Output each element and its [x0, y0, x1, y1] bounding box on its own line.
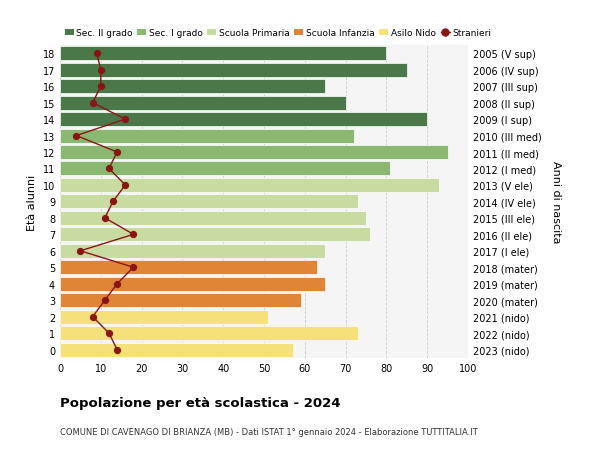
- Point: [112, 346, 122, 353]
- Point: [128, 231, 138, 239]
- Text: Popolazione per età scolastica - 2024: Popolazione per età scolastica - 2024: [60, 396, 341, 409]
- Point: [100, 215, 110, 222]
- Point: [112, 149, 122, 157]
- Bar: [60, 326, 358, 341]
- Bar: [60, 212, 366, 225]
- Point: [112, 280, 122, 288]
- Bar: [60, 113, 427, 127]
- Bar: [60, 96, 346, 110]
- Bar: [60, 63, 407, 78]
- Bar: [60, 261, 317, 274]
- Y-axis label: Anni di nascita: Anni di nascita: [551, 161, 561, 243]
- Bar: [60, 343, 293, 357]
- Point: [121, 116, 130, 123]
- Text: COMUNE DI CAVENAGO DI BRIANZA (MB) - Dati ISTAT 1° gennaio 2024 - Elaborazione T: COMUNE DI CAVENAGO DI BRIANZA (MB) - Dat…: [60, 427, 478, 436]
- Point: [96, 67, 106, 74]
- Point: [128, 264, 138, 271]
- Bar: [60, 47, 386, 61]
- Point: [71, 133, 81, 140]
- Point: [104, 165, 114, 173]
- Point: [104, 330, 114, 337]
- Bar: [60, 277, 325, 291]
- Bar: [60, 228, 370, 242]
- Bar: [60, 129, 354, 143]
- Y-axis label: Età alunni: Età alunni: [27, 174, 37, 230]
- Bar: [60, 146, 448, 160]
- Bar: [60, 80, 325, 94]
- Bar: [60, 195, 358, 209]
- Point: [96, 83, 106, 90]
- Legend: Sec. II grado, Sec. I grado, Scuola Primaria, Scuola Infanzia, Asilo Nido, Stran: Sec. II grado, Sec. I grado, Scuola Prim…: [65, 29, 491, 38]
- Bar: [60, 310, 268, 324]
- Point: [92, 50, 101, 58]
- Bar: [60, 294, 301, 308]
- Point: [88, 313, 97, 321]
- Point: [88, 100, 97, 107]
- Point: [100, 297, 110, 304]
- Point: [108, 198, 118, 206]
- Point: [121, 182, 130, 189]
- Point: [76, 247, 85, 255]
- Bar: [60, 179, 439, 192]
- Bar: [60, 244, 325, 258]
- Bar: [60, 162, 391, 176]
